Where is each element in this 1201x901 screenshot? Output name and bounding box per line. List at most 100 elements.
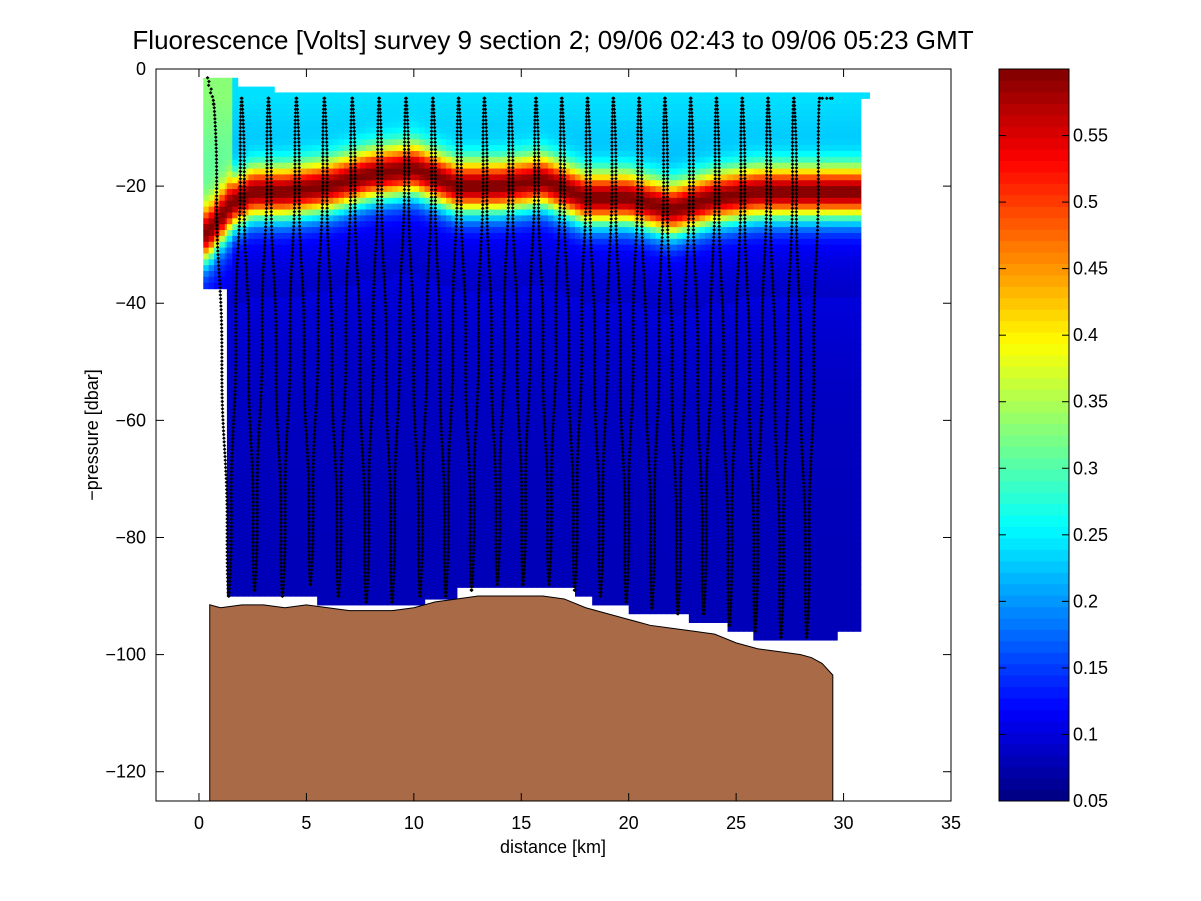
heatmap-cell — [270, 491, 275, 497]
heatmap-cell — [371, 573, 377, 579]
heatmap-cell — [392, 192, 398, 198]
heatmap-cell — [333, 403, 339, 409]
heatmap-cell — [248, 139, 254, 145]
heatmap-cell — [339, 274, 345, 280]
heatmap-cell — [270, 350, 275, 356]
heatmap-cell — [419, 98, 425, 104]
heatmap-cell — [425, 450, 431, 456]
heatmap-cell — [290, 491, 296, 497]
heatmap-cell — [430, 415, 436, 421]
heatmap-cell — [301, 549, 307, 555]
heatmap-cell — [232, 564, 238, 570]
heatmap-cell — [451, 514, 457, 520]
heatmap-cell — [430, 374, 436, 380]
heatmap-cell — [355, 92, 361, 98]
heatmap-cell — [238, 578, 244, 584]
heatmap-cell — [254, 98, 260, 104]
heatmap-cell — [306, 590, 312, 596]
heatmap-cell — [468, 391, 474, 397]
heatmap-cell — [290, 555, 296, 561]
heatmap-cell — [360, 104, 366, 110]
heatmap-cell — [312, 286, 318, 292]
heatmap-cell — [238, 327, 244, 333]
heatmap-cell — [435, 104, 441, 110]
heatmap-cell — [419, 239, 425, 245]
heatmap-cell — [265, 537, 271, 543]
heatmap-cell — [285, 133, 291, 139]
heatmap-cell — [516, 192, 522, 198]
heatmap-cell — [419, 344, 425, 350]
heatmap-cell — [365, 98, 371, 104]
heatmap-cell — [259, 145, 265, 151]
heatmap-cell — [371, 186, 377, 192]
heatmap-cell — [435, 461, 441, 467]
heatmap-cell — [376, 368, 382, 374]
heatmap-cell — [489, 233, 495, 239]
heatmap-cell — [478, 502, 484, 508]
heatmap-cell — [280, 92, 286, 98]
heatmap-cell — [238, 555, 244, 561]
heatmap-cell — [500, 186, 506, 192]
heatmap-cell — [392, 239, 398, 245]
heatmap-cell — [270, 573, 275, 579]
heatmap-cell — [333, 262, 339, 268]
heatmap-cell — [238, 502, 244, 508]
heatmap-cell — [265, 578, 271, 584]
heatmap-cell — [248, 174, 254, 180]
heatmap-cell — [430, 467, 436, 473]
heatmap-cell — [360, 186, 366, 192]
heatmap-cell — [323, 321, 329, 327]
heatmap-cell — [209, 236, 215, 242]
heatmap-cell — [265, 333, 271, 339]
heatmap-cell — [323, 397, 329, 403]
heatmap-cell — [376, 397, 382, 403]
heatmap-cell — [446, 92, 452, 98]
heatmap-cell — [232, 523, 238, 529]
heatmap-cell — [232, 107, 238, 113]
heatmap-cell — [306, 297, 312, 303]
heatmap-cell — [296, 280, 302, 286]
heatmap-cell — [462, 491, 468, 497]
heatmap-cell — [387, 180, 393, 186]
heatmap-cell — [243, 479, 249, 485]
heatmap-cell — [478, 561, 484, 567]
heatmap-cell — [296, 438, 302, 444]
heatmap-cell — [494, 333, 500, 339]
heatmap-cell — [441, 297, 447, 303]
chart-title: Fluorescence [Volts] survey 9 section 2;… — [132, 25, 973, 55]
heatmap-cell — [265, 426, 271, 432]
heatmap-cell — [376, 327, 382, 333]
heatmap-cell — [209, 212, 215, 218]
heatmap-cell — [301, 122, 307, 128]
heatmap-cell — [392, 385, 398, 391]
heatmap-cell — [494, 432, 500, 438]
heatmap-cell — [333, 98, 339, 104]
heatmap-cell — [462, 473, 468, 479]
heatmap-cell — [446, 210, 452, 216]
heatmap-cell — [203, 142, 209, 148]
heatmap-cell — [306, 110, 312, 116]
heatmap-cell — [419, 368, 425, 374]
heatmap-cell — [376, 350, 382, 356]
heatmap-cell — [238, 368, 244, 374]
heatmap-cell — [280, 227, 286, 233]
heatmap-cell — [243, 590, 249, 596]
heatmap-cell — [301, 98, 307, 104]
heatmap-cell — [274, 192, 280, 198]
heatmap-cell — [484, 573, 490, 579]
heatmap-cell — [232, 195, 238, 201]
heatmap-cell — [209, 142, 215, 148]
heatmap-cell — [274, 128, 280, 134]
heatmap-cell — [484, 561, 490, 567]
heatmap-cell — [505, 567, 511, 573]
heatmap-cell — [387, 151, 393, 157]
heatmap-cell — [365, 350, 371, 356]
heatmap-cell — [414, 116, 420, 122]
heatmap-cell — [306, 116, 312, 122]
heatmap-cell — [500, 92, 506, 98]
heatmap-cell — [296, 432, 302, 438]
heatmap-cell — [494, 98, 500, 104]
heatmap-cell — [355, 491, 361, 497]
heatmap-cell — [306, 327, 312, 333]
heatmap-cell — [265, 555, 271, 561]
